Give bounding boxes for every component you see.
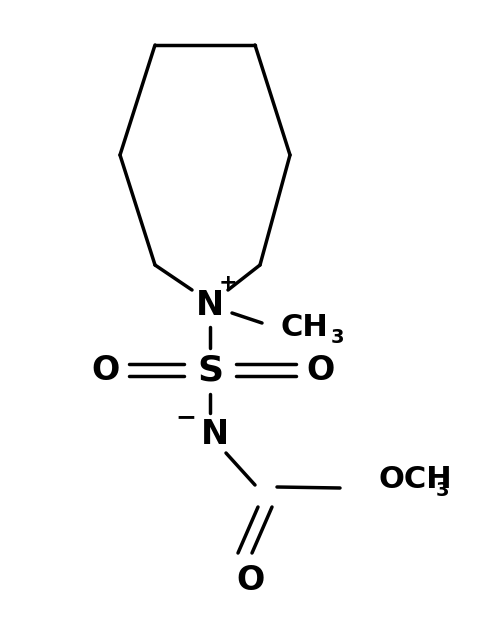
- Text: CH: CH: [280, 312, 328, 342]
- Text: N: N: [196, 289, 224, 321]
- Text: O: O: [91, 353, 119, 387]
- Text: N: N: [201, 419, 229, 451]
- Text: −: −: [175, 405, 197, 429]
- Text: OCH: OCH: [378, 465, 452, 495]
- Text: 3: 3: [435, 481, 449, 499]
- Text: +: +: [219, 273, 237, 293]
- Text: S: S: [197, 353, 223, 387]
- Text: O: O: [306, 353, 334, 387]
- Text: O: O: [236, 563, 264, 596]
- Text: 3: 3: [330, 328, 344, 346]
